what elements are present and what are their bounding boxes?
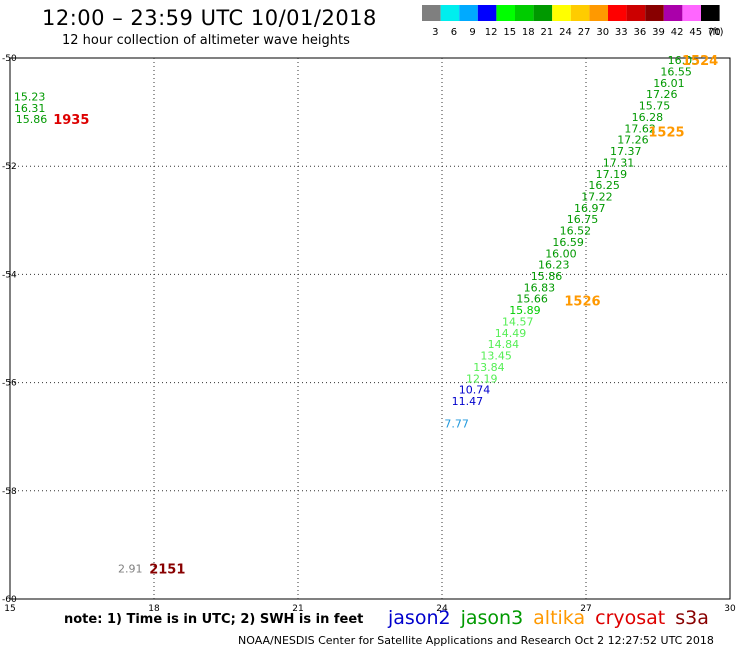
wave-height-label: 15.23 bbox=[14, 90, 46, 103]
satellite-jason3: jason3 bbox=[460, 607, 524, 629]
satellite-s3a: s3a bbox=[675, 607, 709, 629]
wave-height-label: 15.75 bbox=[639, 100, 671, 113]
lon-tick-18: 18 bbox=[148, 604, 160, 614]
legend-swatch-9 bbox=[459, 5, 478, 21]
legend-label-9: 9 bbox=[469, 27, 475, 38]
legend-label-70: 70 bbox=[708, 27, 721, 38]
pass-time-label: 2151 bbox=[149, 563, 185, 578]
wave-height-label: 2.91 bbox=[118, 563, 143, 576]
legend-label-6: 6 bbox=[451, 27, 457, 38]
legend-swatch-15 bbox=[496, 5, 515, 21]
wave-height-label: 16.25 bbox=[588, 179, 620, 192]
wave-height-label: 17.22 bbox=[581, 190, 613, 203]
map-subtitle: 12 hour collection of altimeter wave hei… bbox=[62, 33, 350, 48]
wave-height-label: 17.26 bbox=[646, 88, 678, 101]
wave-height-label: 14.84 bbox=[488, 338, 519, 351]
wave-height-label: 16.31 bbox=[14, 102, 46, 115]
wave-height-label: 17.26 bbox=[617, 134, 649, 147]
pass-time-label: 1526 bbox=[564, 294, 600, 309]
wave-height-label: 16.01 bbox=[653, 77, 685, 90]
wave-height-label: 15.86 bbox=[16, 113, 48, 126]
legend-label-30: 30 bbox=[596, 27, 609, 38]
wave-height-label: 16.97 bbox=[574, 202, 606, 215]
lat-tick--50: -50 bbox=[2, 54, 17, 64]
units-note: note: 1) Time is in UTC; 2) SWH is in fe… bbox=[64, 612, 364, 627]
legend-swatch-70 bbox=[701, 5, 720, 21]
legend-label-36: 36 bbox=[634, 27, 647, 38]
legend-label-3: 3 bbox=[432, 27, 438, 38]
wave-height-color-legend: 3 6 9 12 15 18 21 24 27 30 33 36 39 42 45 70(ft) bbox=[422, 5, 724, 38]
legend-swatch-33 bbox=[608, 5, 627, 21]
wave-height-label: 16.83 bbox=[524, 281, 556, 294]
wave-height-label: 13.45 bbox=[480, 350, 512, 363]
lat-tick--56: -56 bbox=[2, 379, 17, 389]
legend-swatch-30 bbox=[589, 5, 608, 21]
wave-height-label: 16.00 bbox=[545, 247, 577, 260]
wave-height-label: 16.23 bbox=[538, 259, 570, 272]
wave-height-label: 11.47 bbox=[452, 395, 484, 408]
legend-swatch-18 bbox=[515, 5, 534, 21]
legend-swatch-39 bbox=[645, 5, 664, 21]
pass-time-label: 1524 bbox=[682, 54, 718, 69]
legend-label-18: 18 bbox=[522, 27, 535, 38]
satellite-cryosat: cryosat bbox=[595, 607, 666, 629]
legend-swatch-42 bbox=[663, 5, 683, 21]
legend-label-27: 27 bbox=[578, 27, 591, 38]
lon-tick-15: 15 bbox=[4, 604, 15, 614]
legend-swatch-36 bbox=[626, 5, 646, 21]
wave-height-label: 16.75 bbox=[567, 213, 599, 226]
legend-swatch-45 bbox=[682, 5, 701, 21]
wave-height-label: 14.49 bbox=[495, 327, 527, 340]
wave-height-label: 16.59 bbox=[552, 236, 584, 249]
satellite-altika: altika bbox=[533, 607, 586, 629]
map-title: 12:00 – 23:59 UTC 10/01/2018 bbox=[42, 6, 377, 30]
legend-swatch-3 bbox=[422, 5, 441, 21]
legend-swatch-27 bbox=[570, 5, 590, 21]
wave-height-label: 17.62 bbox=[624, 122, 656, 135]
lat-tick--60: -60 bbox=[2, 595, 17, 605]
legend-swatch-24 bbox=[552, 5, 571, 21]
credit-line: NOAA/NESDIS Center for Satellite Applica… bbox=[238, 634, 714, 647]
pass-time-label: 1935 bbox=[53, 113, 89, 128]
satellite-legend: jason2 jason3 altika cryosat s3a bbox=[388, 607, 719, 629]
lat-tick--54: -54 bbox=[2, 270, 17, 280]
legend-unit: (ft) bbox=[709, 27, 724, 38]
legend-label-15: 15 bbox=[503, 27, 516, 38]
map-frame bbox=[9, 57, 731, 600]
legend-label-21: 21 bbox=[541, 27, 554, 38]
wave-height-label: 14.57 bbox=[502, 315, 534, 328]
lat-tick--52: -52 bbox=[2, 162, 17, 172]
legend-label-45: 45 bbox=[689, 27, 702, 38]
wave-height-label: 17.31 bbox=[603, 156, 635, 169]
wave-height-label: 15.86 bbox=[531, 270, 563, 283]
wave-height-label: 16.28 bbox=[632, 111, 664, 124]
legend-label-24: 24 bbox=[559, 27, 572, 38]
legend-label-33: 33 bbox=[615, 27, 628, 38]
wave-height-label: 7.77 bbox=[444, 418, 469, 431]
legend-swatch-12 bbox=[477, 5, 497, 21]
wave-height-label: 10.74 bbox=[459, 384, 491, 397]
lon-tick-30: 30 bbox=[724, 604, 736, 614]
wave-height-label: 13.84 bbox=[473, 361, 505, 374]
wave-height-label: 17.37 bbox=[610, 145, 642, 158]
wave-height-label: 16.55 bbox=[660, 66, 692, 79]
legend-swatch-21 bbox=[533, 5, 553, 21]
lon-tick-27: 27 bbox=[580, 604, 591, 614]
lon-tick-21: 21 bbox=[292, 604, 303, 614]
wave-height-label: 17.19 bbox=[596, 168, 628, 181]
legend-label-12: 12 bbox=[485, 27, 498, 38]
lat-tick--58: -58 bbox=[2, 487, 17, 497]
legend-label-42: 42 bbox=[671, 27, 684, 38]
lon-tick-24: 24 bbox=[436, 604, 448, 614]
wave-height-label: 15.89 bbox=[509, 304, 541, 317]
legend-swatch-6 bbox=[440, 5, 460, 21]
wave-height-label: 16.05 bbox=[668, 54, 700, 67]
wave-height-label: 16.52 bbox=[560, 225, 592, 238]
pass-time-label: 1525 bbox=[648, 126, 684, 141]
wave-height-label: 12.19 bbox=[466, 372, 498, 385]
wave-height-label: 15.66 bbox=[516, 293, 548, 306]
satellite-jason2: jason2 bbox=[388, 607, 451, 629]
legend-label-39: 39 bbox=[652, 27, 665, 38]
